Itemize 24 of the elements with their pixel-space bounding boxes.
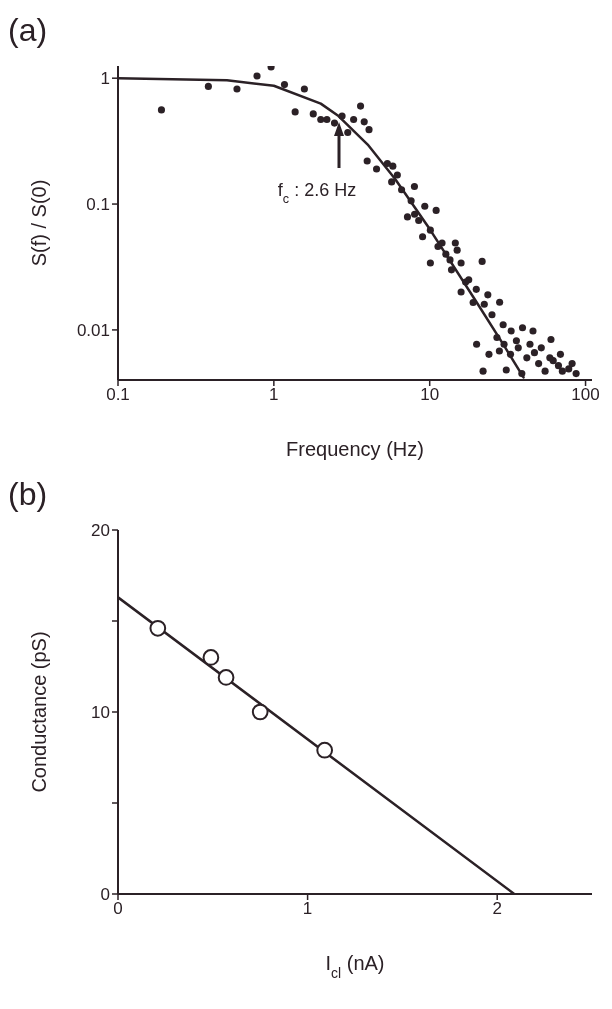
x-tick-label: 0 bbox=[113, 899, 123, 919]
point bbox=[202, 649, 220, 666]
point bbox=[251, 703, 269, 721]
x-tick-label: 10 bbox=[420, 385, 440, 405]
y-axis-title: Conductance (pS) bbox=[28, 631, 50, 793]
y-tick-label: 0 bbox=[100, 885, 110, 905]
y-tick-label: 20 bbox=[91, 521, 110, 541]
y-tick-label: 0.1 bbox=[86, 195, 110, 215]
x-tick-label: 2 bbox=[492, 899, 502, 919]
y-tick-label: 10 bbox=[91, 703, 110, 723]
chart-title: (a) bbox=[8, 11, 49, 50]
x-tick-label: 100 bbox=[571, 385, 600, 405]
y-axis-title: S(f) / S(0) bbox=[28, 179, 50, 267]
point bbox=[217, 669, 235, 686]
point bbox=[149, 619, 167, 637]
x-axis-title: Frequency (Hz) bbox=[286, 438, 424, 460]
x-tick-label: 1 bbox=[302, 899, 313, 919]
x-tick-label: 1 bbox=[269, 385, 279, 405]
chart-title: (b) bbox=[8, 475, 49, 514]
annotation: f$_{c}$ : 2.6 Hz bbox=[277, 180, 357, 206]
point bbox=[316, 741, 334, 759]
y-tick-label: 0.01 bbox=[76, 320, 110, 340]
y-tick-label: 1 bbox=[100, 69, 110, 89]
x-axis-title: I$_{cl}$ (nA) bbox=[325, 952, 385, 981]
